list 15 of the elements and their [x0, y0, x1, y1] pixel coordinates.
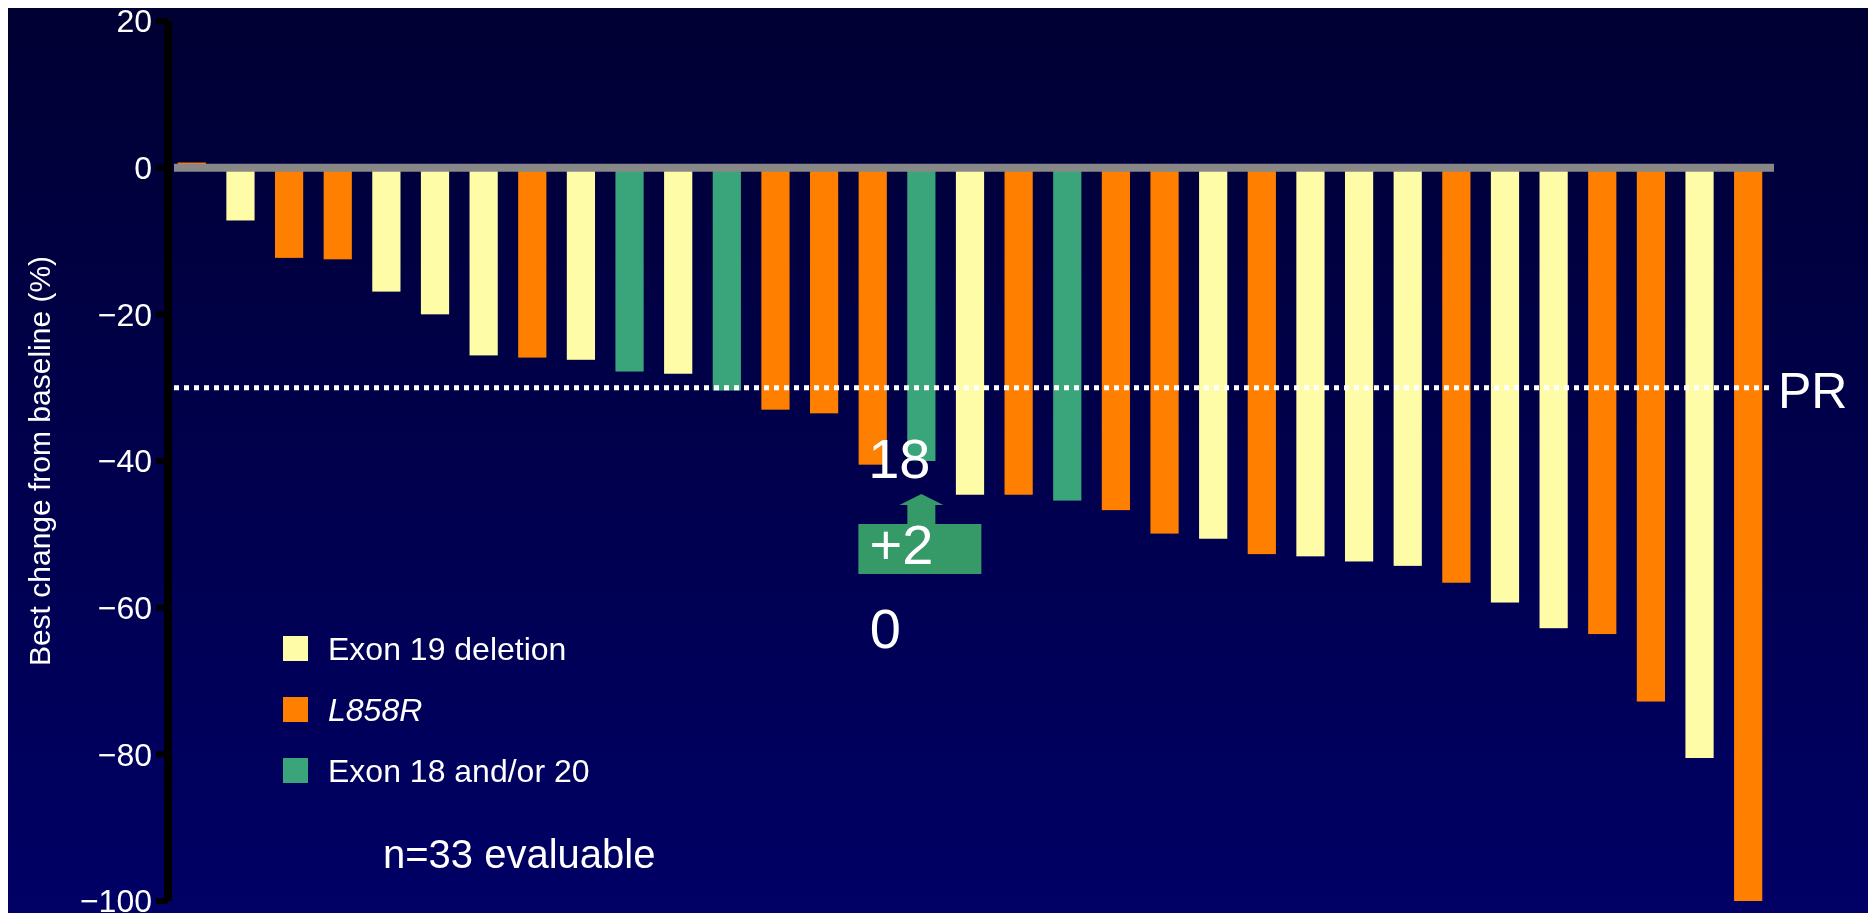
annotation: +2: [869, 513, 934, 576]
y-tick-label: −100: [79, 883, 152, 913]
annotation: n=33 evaluable: [383, 832, 656, 876]
annotation: 0: [869, 597, 901, 660]
y-axis-title: Best change from baseline (%): [23, 255, 56, 667]
y-tick-label: −40: [97, 443, 152, 480]
ref-line-label: PR: [1778, 362, 1848, 419]
legend-label: Exon 18 and/or 20: [328, 753, 590, 789]
legend-label: L858R: [328, 692, 423, 728]
y-tick-label: 20: [116, 3, 152, 40]
y-tick-label: 0: [134, 149, 152, 186]
y-tick-label: −60: [97, 589, 152, 626]
y-tick-label: −80: [97, 736, 152, 773]
y-tick-label: −20: [97, 296, 152, 333]
legend-label: Exon 19 deletion: [328, 631, 567, 667]
